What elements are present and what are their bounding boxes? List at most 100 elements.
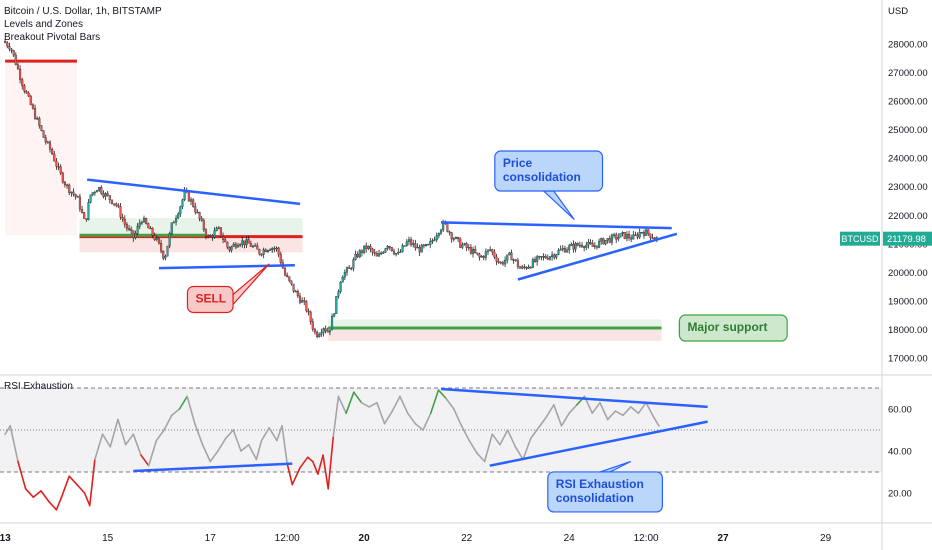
candle-body <box>608 238 611 243</box>
candle-body <box>388 246 391 248</box>
candle-body <box>106 193 109 196</box>
candle-body <box>621 232 624 234</box>
candle-body <box>365 245 368 249</box>
candle-body <box>369 246 372 250</box>
candle-body <box>301 300 304 303</box>
rsi-segment <box>591 401 601 415</box>
rsi-segment <box>268 427 278 442</box>
rsi-segment <box>60 475 71 499</box>
time-tick-label: 12:00 <box>634 533 659 544</box>
rsi-series <box>4 389 660 511</box>
candle-body <box>516 260 519 268</box>
candle-body <box>551 254 554 257</box>
candle-body <box>147 223 150 229</box>
candle-body <box>418 247 421 253</box>
candle-body <box>653 237 656 240</box>
rsi-segment <box>224 429 235 440</box>
candles <box>4 38 658 339</box>
candle-body <box>589 242 592 244</box>
candle-body <box>21 79 24 86</box>
candle-body <box>510 252 513 261</box>
candle-body <box>42 130 45 138</box>
candle-body <box>14 54 17 65</box>
candle-body <box>399 251 402 253</box>
candle-body <box>356 253 359 258</box>
candle-body <box>555 254 558 258</box>
trendline-rsi-lower-triangle <box>489 420 708 467</box>
candle-body <box>615 234 618 240</box>
candle-body <box>61 172 64 183</box>
time-tick-label: 24 <box>564 533 576 544</box>
rsi-segment <box>429 389 440 415</box>
candle-body <box>298 295 302 303</box>
candle-body <box>367 246 370 249</box>
candle-body <box>390 247 393 252</box>
candle-body <box>207 235 210 238</box>
candle-body <box>634 234 637 236</box>
candle-body <box>204 229 208 237</box>
time-tick-label: 13 <box>0 533 11 544</box>
candle-body <box>454 237 458 239</box>
candle-body <box>341 277 344 283</box>
candle-body <box>311 321 314 330</box>
time-tick-label: 20 <box>359 533 371 544</box>
candle-body <box>630 237 633 240</box>
candle-body <box>337 291 340 297</box>
candle-body <box>172 221 175 224</box>
rsi-segment <box>545 403 555 419</box>
candle-body <box>457 237 460 240</box>
candle-body <box>51 149 54 155</box>
rsi-legend: RSI Exhaustion <box>4 381 73 392</box>
candle-body <box>294 290 297 293</box>
candle-body <box>175 217 178 223</box>
trendline-upper-wedge-1 <box>87 178 301 206</box>
candle-body <box>224 239 227 243</box>
candle-body <box>452 238 455 240</box>
rsi-segment <box>286 462 294 486</box>
rsi-segment <box>332 395 340 438</box>
rsi-segment <box>9 424 19 463</box>
rsi-segment <box>260 427 271 442</box>
candle-body <box>324 328 327 332</box>
candle-body <box>407 239 411 242</box>
chart-legend: Bitcoin / U.S. Dollar, 1h, BITSTAMP Leve… <box>4 5 162 44</box>
candle-body <box>647 229 650 234</box>
candle-body <box>217 227 220 229</box>
candle-body <box>593 245 596 247</box>
candle-body <box>211 235 214 238</box>
candle-body <box>412 243 415 245</box>
candle-body <box>587 242 590 246</box>
candle-body <box>192 199 195 207</box>
legend-indicator-levels: Levels and Zones <box>4 19 83 30</box>
candle-body <box>377 253 381 257</box>
candle-body <box>591 243 594 247</box>
candle-body <box>525 267 528 269</box>
callout-box <box>186 285 234 314</box>
candle-body <box>31 104 34 109</box>
rsi-segment <box>614 410 624 417</box>
candle-body <box>557 250 560 255</box>
candle-body <box>318 334 321 337</box>
candle-body <box>486 249 490 252</box>
candle-body <box>405 241 408 246</box>
rsi-segment <box>186 395 196 425</box>
candle-body <box>264 249 267 253</box>
zone-fade-1 <box>5 61 77 236</box>
candle-body <box>303 300 306 302</box>
rsi-segment <box>101 433 112 448</box>
rsi-segment <box>299 456 309 469</box>
candle-body <box>277 247 280 255</box>
candle-body <box>469 246 472 254</box>
candle-body <box>59 166 62 174</box>
candle-body <box>572 243 575 250</box>
candle-body <box>296 291 299 297</box>
candle-body <box>93 191 96 194</box>
rsi-tick-label: 20.00 <box>888 489 912 500</box>
candle-body <box>29 95 32 105</box>
candle-body <box>521 266 524 269</box>
candle-body <box>424 244 428 247</box>
rsi-segment <box>422 412 432 431</box>
candle-body <box>548 256 552 260</box>
candle-body <box>627 234 631 239</box>
